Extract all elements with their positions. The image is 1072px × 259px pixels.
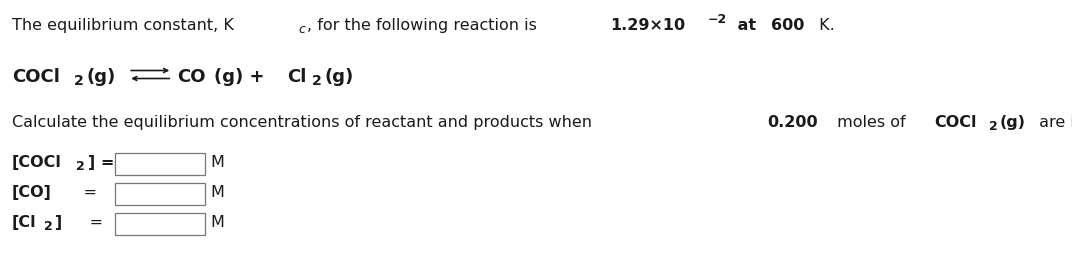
Text: Calculate the equilibrium concentrations of reactant and products when: Calculate the equilibrium concentrations… — [12, 115, 597, 130]
Text: c: c — [298, 23, 306, 36]
Text: =: = — [63, 185, 98, 200]
Text: moles of: moles of — [832, 115, 911, 130]
Text: −2: −2 — [708, 13, 727, 26]
Text: 0.200: 0.200 — [766, 115, 818, 130]
Text: Cl: Cl — [287, 68, 307, 86]
Text: 2: 2 — [988, 120, 998, 133]
Text: M: M — [210, 185, 224, 200]
Text: (g): (g) — [87, 68, 116, 86]
Text: M: M — [210, 155, 224, 170]
Text: ] =: ] = — [88, 155, 114, 170]
Text: are introduced into a 1.00 L vessel at: are introduced into a 1.00 L vessel at — [1033, 115, 1072, 130]
Text: 1.29×10: 1.29×10 — [610, 18, 685, 33]
Text: =: = — [64, 215, 104, 230]
Text: (g) +: (g) + — [214, 68, 271, 86]
Text: 2: 2 — [76, 160, 85, 173]
FancyBboxPatch shape — [115, 183, 205, 205]
Text: at: at — [732, 18, 762, 33]
Text: [Cl: [Cl — [12, 215, 36, 230]
Text: The equilibrium constant, K: The equilibrium constant, K — [12, 18, 234, 33]
Text: [COCl: [COCl — [12, 155, 62, 170]
FancyBboxPatch shape — [115, 153, 205, 175]
FancyBboxPatch shape — [115, 213, 205, 235]
Text: , for the following reaction is: , for the following reaction is — [308, 18, 542, 33]
Text: COCl: COCl — [934, 115, 977, 130]
Text: 2: 2 — [312, 74, 322, 88]
Text: (g): (g) — [1000, 115, 1026, 130]
Text: CO: CO — [177, 68, 206, 86]
Text: 2: 2 — [74, 74, 84, 88]
Text: COCl: COCl — [12, 68, 60, 86]
Text: 2: 2 — [44, 220, 53, 233]
Text: K.: K. — [814, 18, 834, 33]
Text: 600: 600 — [771, 18, 804, 33]
Text: [CO]: [CO] — [12, 185, 51, 200]
Text: M: M — [210, 215, 224, 230]
Text: ]: ] — [55, 215, 62, 230]
Text: (g): (g) — [325, 68, 354, 86]
